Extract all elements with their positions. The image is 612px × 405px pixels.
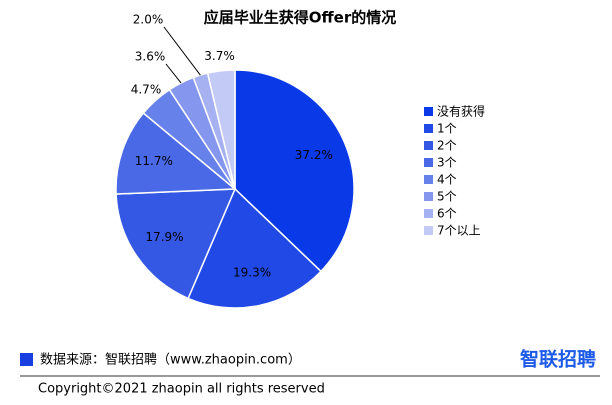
legend-label: 2个 [437, 139, 457, 153]
legend-label: 4个 [437, 173, 457, 187]
legend-swatch [424, 175, 433, 184]
pie-slice [115, 112, 237, 195]
data-label: 3.6% [135, 50, 166, 64]
pie-slice [115, 188, 237, 300]
copyright: Copyright©2021 zhaopin all rights reserv… [38, 382, 325, 397]
pie-slice [187, 187, 322, 309]
data-label: 11.7% [135, 154, 173, 168]
data-label: 3.7% [204, 49, 235, 63]
legend-swatch [424, 226, 433, 235]
legend-label: 6个 [437, 207, 457, 221]
legend-swatch [424, 158, 433, 167]
leader-line [165, 63, 182, 84]
data-label: 19.3% [233, 265, 271, 279]
legend-label: 没有获得 [437, 104, 485, 119]
legend-label: 5个 [437, 190, 457, 204]
data-label: 17.9% [145, 230, 183, 244]
legend-swatch [424, 192, 433, 201]
legend-swatch [424, 209, 433, 218]
data-label: 4.7% [131, 82, 162, 96]
pie-slice [234, 69, 355, 273]
data-label: 2.0% [133, 13, 164, 27]
source: 数据来源：智联招聘（www.zhaopin.com） [40, 353, 301, 368]
leader-line [163, 26, 201, 76]
legend-swatch [424, 107, 433, 116]
legend-label: 7个以上 [437, 224, 481, 238]
legend-swatch [424, 124, 433, 133]
logo: 智联招聘 [520, 348, 596, 371]
legend-swatch [424, 141, 433, 150]
pie-slice [206, 69, 236, 190]
chart-title: 应届毕业生获得Offer的情况 [204, 9, 396, 27]
legend-label: 3个 [437, 156, 457, 170]
data-label: 37.2% [295, 148, 333, 162]
source-icon [20, 353, 33, 366]
legend-label: 1个 [437, 122, 457, 136]
